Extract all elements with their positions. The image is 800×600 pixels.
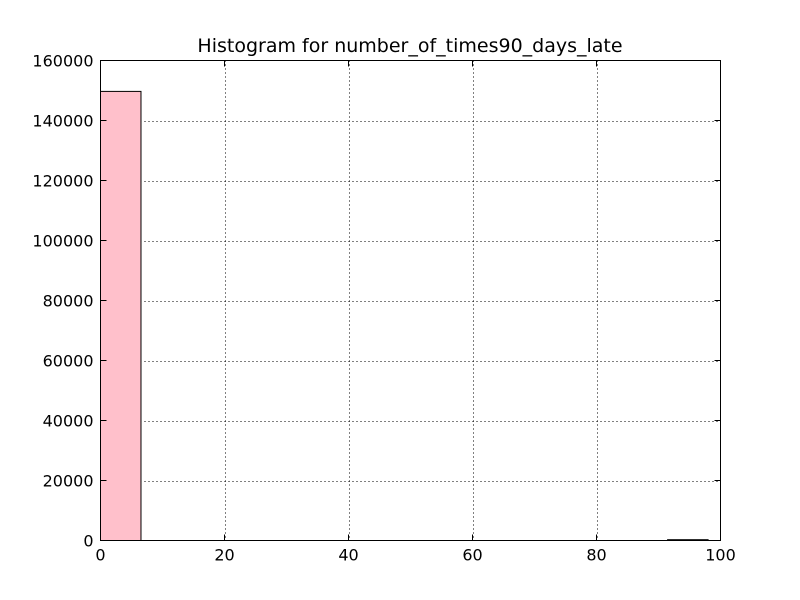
- chart-title: Histogram for number_of_times90_days_lat…: [197, 35, 622, 57]
- y-tick-label-4: 80000: [43, 292, 94, 311]
- y-tick-label-7: 140000: [32, 112, 93, 131]
- y-tick-label-8: 160000: [32, 52, 93, 71]
- x-axis: 0 20 40 60 80 100: [95, 60, 736, 565]
- grid-lines: [100, 60, 721, 541]
- y-tick-label-3: 60000: [43, 352, 94, 371]
- x-tick-label-0: 0: [95, 546, 105, 565]
- y-tick-label-2: 40000: [43, 412, 94, 431]
- x-tick-label-5: 100: [705, 546, 736, 565]
- plot-frame: [100, 60, 721, 541]
- y-tick-label-5: 100000: [32, 232, 93, 251]
- y-axis: 0 20000 40000 60000 80000 100000 120000 140000 1…: [32, 52, 721, 551]
- y-tick-label-0: 0: [83, 532, 93, 551]
- x-tick-label-1: 20: [214, 546, 234, 565]
- x-tick-label-3: 60: [462, 546, 482, 565]
- x-tick-label-2: 40: [338, 546, 358, 565]
- y-tick-label-6: 120000: [32, 172, 93, 191]
- histogram-bars: [100, 90, 709, 542]
- histogram-bar-0: [100, 90, 142, 542]
- x-tick-label-4: 80: [586, 546, 606, 565]
- y-tick-label-1: 20000: [43, 472, 94, 491]
